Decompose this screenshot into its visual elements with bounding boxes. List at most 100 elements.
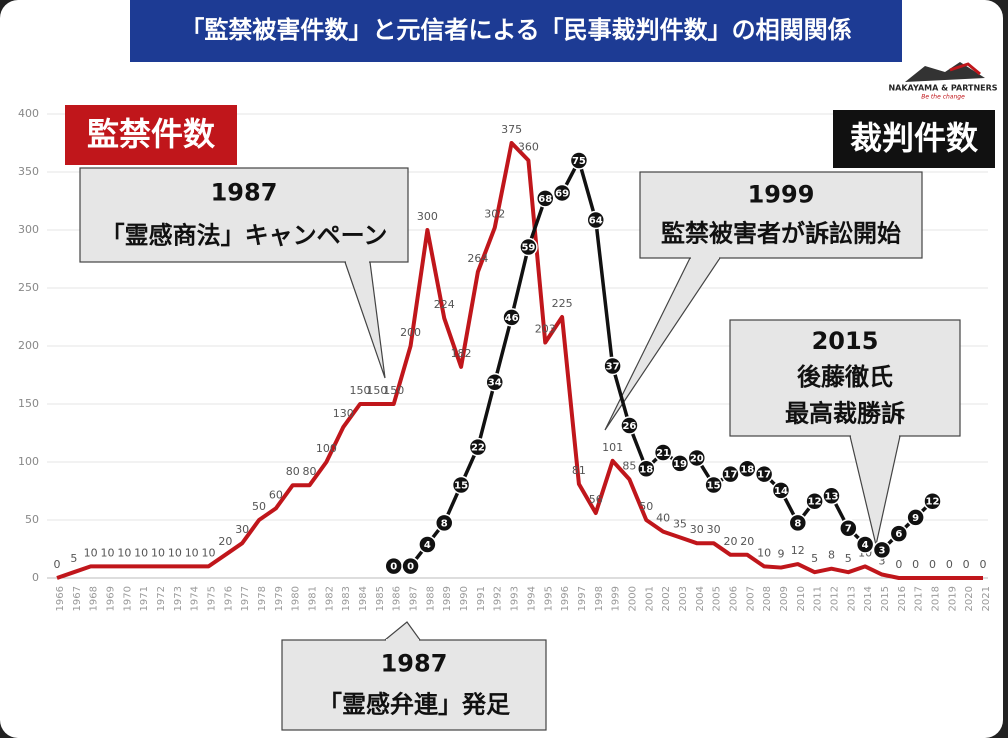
x-tick-label: 1970 — [122, 586, 133, 611]
x-tick-label: 1989 — [442, 586, 453, 611]
data-label: 10 — [151, 546, 165, 559]
data-label: 81 — [572, 464, 586, 477]
x-tick-label: 1988 — [425, 586, 436, 611]
y-tick-label: 50 — [25, 513, 39, 526]
x-tick-label: 2001 — [644, 586, 655, 611]
data-point — [687, 448, 707, 468]
data-point — [822, 486, 841, 506]
data-label: 100 — [316, 442, 337, 455]
x-tick-label: 1996 — [560, 586, 571, 611]
x-tick-label: 2020 — [964, 586, 975, 611]
data-label: 8 — [794, 518, 801, 529]
data-point — [401, 556, 420, 576]
x-tick-label: 2000 — [627, 586, 638, 611]
annotation-text: 2015 — [812, 327, 879, 355]
data-label: 50 — [639, 500, 653, 513]
x-tick-label: 2002 — [661, 586, 672, 611]
x-tick-label: 1977 — [240, 586, 251, 611]
x-tick-label: 1985 — [375, 586, 386, 611]
data-point — [586, 210, 606, 230]
x-tick-label: 1998 — [594, 586, 605, 611]
data-label: 20 — [740, 535, 754, 548]
x-tick-label: 2004 — [695, 586, 706, 611]
callout-box — [79, 167, 409, 263]
callout-box — [281, 639, 547, 731]
data-label: 8 — [828, 549, 835, 562]
data-label: 300 — [417, 210, 438, 223]
data-point — [855, 535, 875, 554]
x-tick-label: 1980 — [291, 586, 302, 611]
x-tick-label: 1979 — [274, 586, 285, 611]
y-tick-label: 0 — [32, 571, 39, 584]
data-label: 264 — [467, 252, 488, 265]
x-tick-label: 1994 — [526, 586, 537, 611]
x-tick-label: 1999 — [611, 586, 622, 611]
legend-box — [833, 110, 995, 168]
data-label: 10 — [202, 546, 216, 559]
x-tick-label: 2007 — [745, 586, 756, 611]
data-label: 69 — [555, 188, 569, 199]
x-tick-label: 1992 — [493, 586, 504, 611]
annotation-text: 「霊感商法」キャンペーン — [101, 221, 388, 249]
x-tick-label: 2013 — [846, 586, 857, 611]
data-point — [485, 372, 504, 392]
data-point — [620, 416, 639, 435]
data-point — [637, 459, 656, 479]
data-label: 68 — [538, 194, 552, 205]
x-tick-label: 1995 — [543, 586, 554, 611]
x-tick-label: 1969 — [106, 586, 117, 611]
annotation-text: 「霊感弁連」発足 — [318, 690, 510, 718]
x-tick-label: 2021 — [981, 586, 992, 611]
data-label: 0 — [929, 558, 936, 571]
data-label: 3 — [878, 545, 885, 556]
data-label: 375 — [501, 123, 522, 136]
data-label: 40 — [656, 512, 670, 525]
data-point — [805, 491, 824, 511]
data-label: 5 — [845, 552, 852, 565]
data-label: 46 — [505, 313, 519, 324]
data-label: 0 — [912, 558, 919, 571]
data-point — [519, 237, 538, 257]
x-tick-label: 2005 — [712, 586, 723, 611]
data-point — [721, 464, 740, 484]
data-label: 75 — [572, 156, 586, 167]
legend-box — [65, 105, 237, 165]
data-point — [738, 459, 757, 479]
annotation-text: 1987 — [381, 650, 448, 678]
annotation-text: 1999 — [748, 180, 815, 208]
title-banner — [130, 0, 902, 62]
data-label: 182 — [451, 347, 472, 360]
annotation-text: 最高裁勝訴 — [785, 399, 905, 427]
legend-label: 監禁件数 — [87, 115, 216, 153]
logo-accent — [949, 62, 981, 76]
x-tick-label: 1983 — [341, 586, 352, 611]
data-label: 15 — [707, 480, 721, 491]
data-point — [468, 437, 488, 457]
data-label: 30 — [235, 523, 249, 536]
x-tick-label: 1987 — [409, 586, 420, 611]
x-tick-label: 2012 — [829, 586, 840, 611]
data-label: 150 — [350, 384, 371, 397]
data-label: 150 — [383, 384, 404, 397]
data-point — [670, 454, 690, 473]
x-tick-label: 1972 — [156, 586, 167, 611]
callout-box — [729, 319, 961, 437]
data-label: 12 — [808, 497, 822, 508]
data-point — [653, 443, 673, 462]
x-tick-label: 2016 — [897, 586, 908, 611]
chart-title: 「監禁被害件数」と元信者による「民事裁判件数」の相関関係 — [180, 16, 851, 44]
data-label: 130 — [333, 407, 354, 420]
data-point — [889, 524, 909, 543]
data-label: 4 — [862, 540, 869, 551]
data-point — [418, 535, 437, 554]
x-tick-label: 2010 — [796, 586, 807, 611]
data-label: 10 — [117, 546, 131, 559]
x-tick-label: 1975 — [207, 586, 218, 611]
y-tick-label: 400 — [18, 107, 39, 120]
data-label: 17 — [757, 470, 771, 481]
data-label: 224 — [434, 298, 455, 311]
data-label: 5 — [811, 552, 818, 565]
data-point — [536, 189, 555, 208]
y-tick-label: 100 — [18, 455, 39, 468]
